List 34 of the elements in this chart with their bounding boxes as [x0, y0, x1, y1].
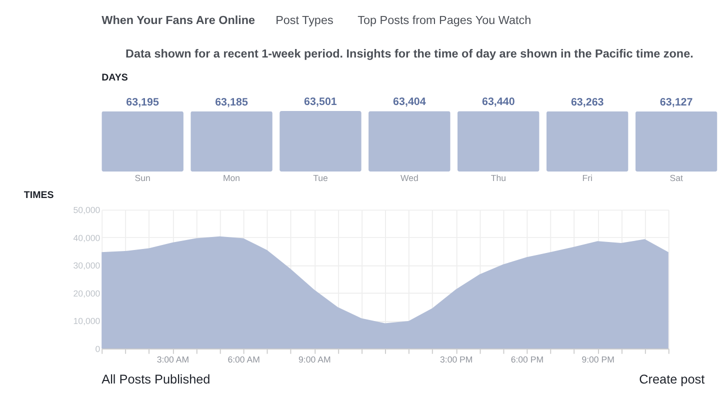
x-tick-label: Mon — [222, 172, 240, 183]
x-tick-label: 3:00 PM — [440, 354, 473, 365]
y-tick-label: 20,000 — [73, 288, 100, 298]
data-label: 63,501 — [304, 96, 337, 108]
x-tick-label: Thu — [490, 172, 506, 183]
y-tick-label: 30,000 — [73, 260, 100, 271]
data-label: 63,195 — [126, 96, 159, 108]
chart-title: DAYS — [102, 72, 128, 84]
data-label: 63,440 — [482, 96, 515, 108]
chart-title: TIMES — [24, 190, 54, 201]
text: When Your Fans Are Online — [102, 14, 256, 28]
text: Top Posts from Pages You Watch — [358, 14, 532, 28]
x-tick-label: Sat — [670, 172, 684, 183]
x-tick-label: Tue — [313, 172, 328, 183]
x-tick-label: 9:00 PM — [582, 354, 614, 365]
text: Create post — [639, 372, 706, 387]
text: Post Types — [276, 14, 334, 28]
data-label: 63,404 — [393, 96, 426, 108]
y-tick-label: 0 — [95, 344, 100, 354]
y-tick-label: 40,000 — [73, 232, 100, 243]
x-tick-label: 3:00 AM — [156, 354, 190, 365]
text: Data shown for a recent 1-week period. Insights for the time of day are shown in the Pacific time zone. — [126, 47, 694, 60]
x-tick-label: Wed — [400, 172, 418, 183]
x-tick-label: 9:00 AM — [298, 354, 331, 365]
x-tick-label: 6:00 AM — [228, 354, 260, 365]
x-tick-label: Fri — [582, 172, 593, 183]
data-label: 63,127 — [660, 96, 693, 108]
data-label: 63,185 — [215, 96, 248, 108]
text: All Posts Published — [102, 372, 210, 387]
y-tick-label: 50,000 — [73, 205, 100, 216]
x-tick-label: Sun — [134, 172, 150, 183]
x-tick-label: 6:00 PM — [510, 354, 544, 365]
y-tick-label: 10,000 — [73, 316, 100, 326]
data-label: 63,263 — [570, 96, 604, 108]
